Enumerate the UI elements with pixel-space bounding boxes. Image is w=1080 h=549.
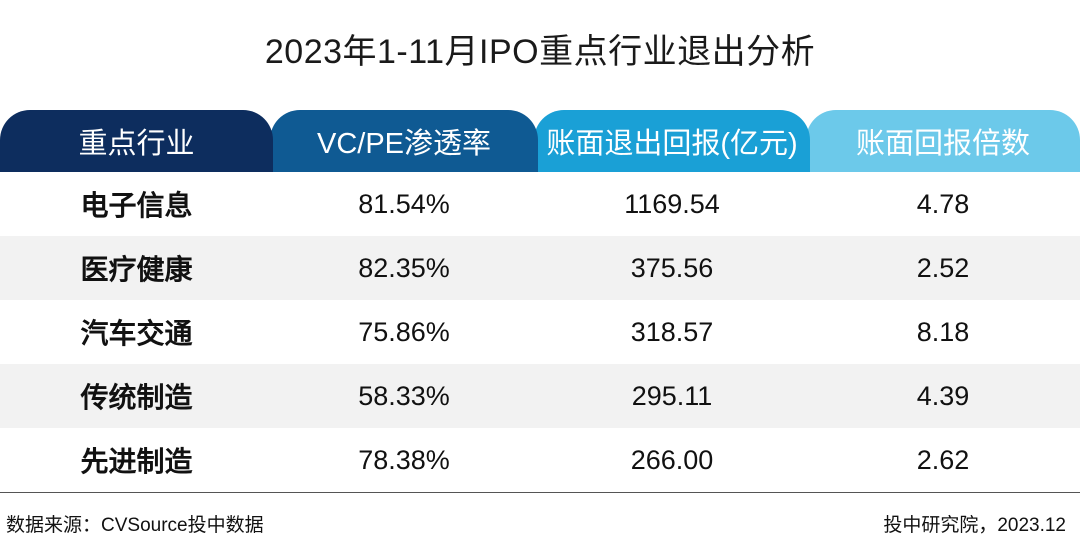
chart-title: 2023年1-11月IPO重点行业退出分析 [264,33,816,71]
return-cell: 266.00 [630,444,714,475]
industry-cell: 传统制造 [80,382,193,413]
divider [0,492,1080,493]
industry-cell: 医疗健康 [80,254,193,285]
source-note: 数据来源：CVSource投中数据 [6,515,264,536]
return-cell: 295.11 [631,380,713,411]
table-row: 电子信息 81.54% 1169.54 4.78 [0,172,1080,236]
penetration-cell: 81.54% [358,188,450,219]
table-row: 医疗健康 82.35% 375.56 2.52 [0,236,1080,300]
multiple-cell: 4.78 [916,188,970,219]
penetration-cell: 82.35% [358,252,450,283]
multiple-cell: 2.62 [916,444,970,475]
multiple-cell: 8.18 [916,316,970,347]
header-industry: 重点行业 [0,110,273,172]
penetration-cell: 75.86% [358,316,450,347]
header-vcpe-penetration: VC/PE渗透率 [270,110,538,172]
table-row: 先进制造 78.38% 266.00 2.62 [0,428,1080,492]
header-book-multiple: 账面回报倍数 [806,110,1080,172]
return-cell: 1169.54 [624,188,720,219]
header-book-return: 账面退出回报(亿元) [534,110,810,172]
table-row: 传统制造 58.33% 295.11 4.39 [0,364,1080,428]
industry-cell: 电子信息 [80,190,193,221]
industry-cell: 汽车交通 [80,318,193,349]
return-cell: 318.57 [630,316,714,347]
return-cell: 375.56 [630,252,714,283]
multiple-cell: 4.39 [916,380,970,411]
table-header: 账面回报倍数 账面退出回报(亿元) VC/PE渗透率 重点行业 [0,110,1080,172]
penetration-cell: 58.33% [358,380,450,411]
table-row: 汽车交通 75.86% 318.57 8.18 [0,300,1080,364]
penetration-cell: 78.38% [358,444,450,475]
credit-note: 投中研究院，2023.12 [883,515,1066,536]
industry-cell: 先进制造 [80,446,193,477]
multiple-cell: 2.52 [916,252,970,283]
